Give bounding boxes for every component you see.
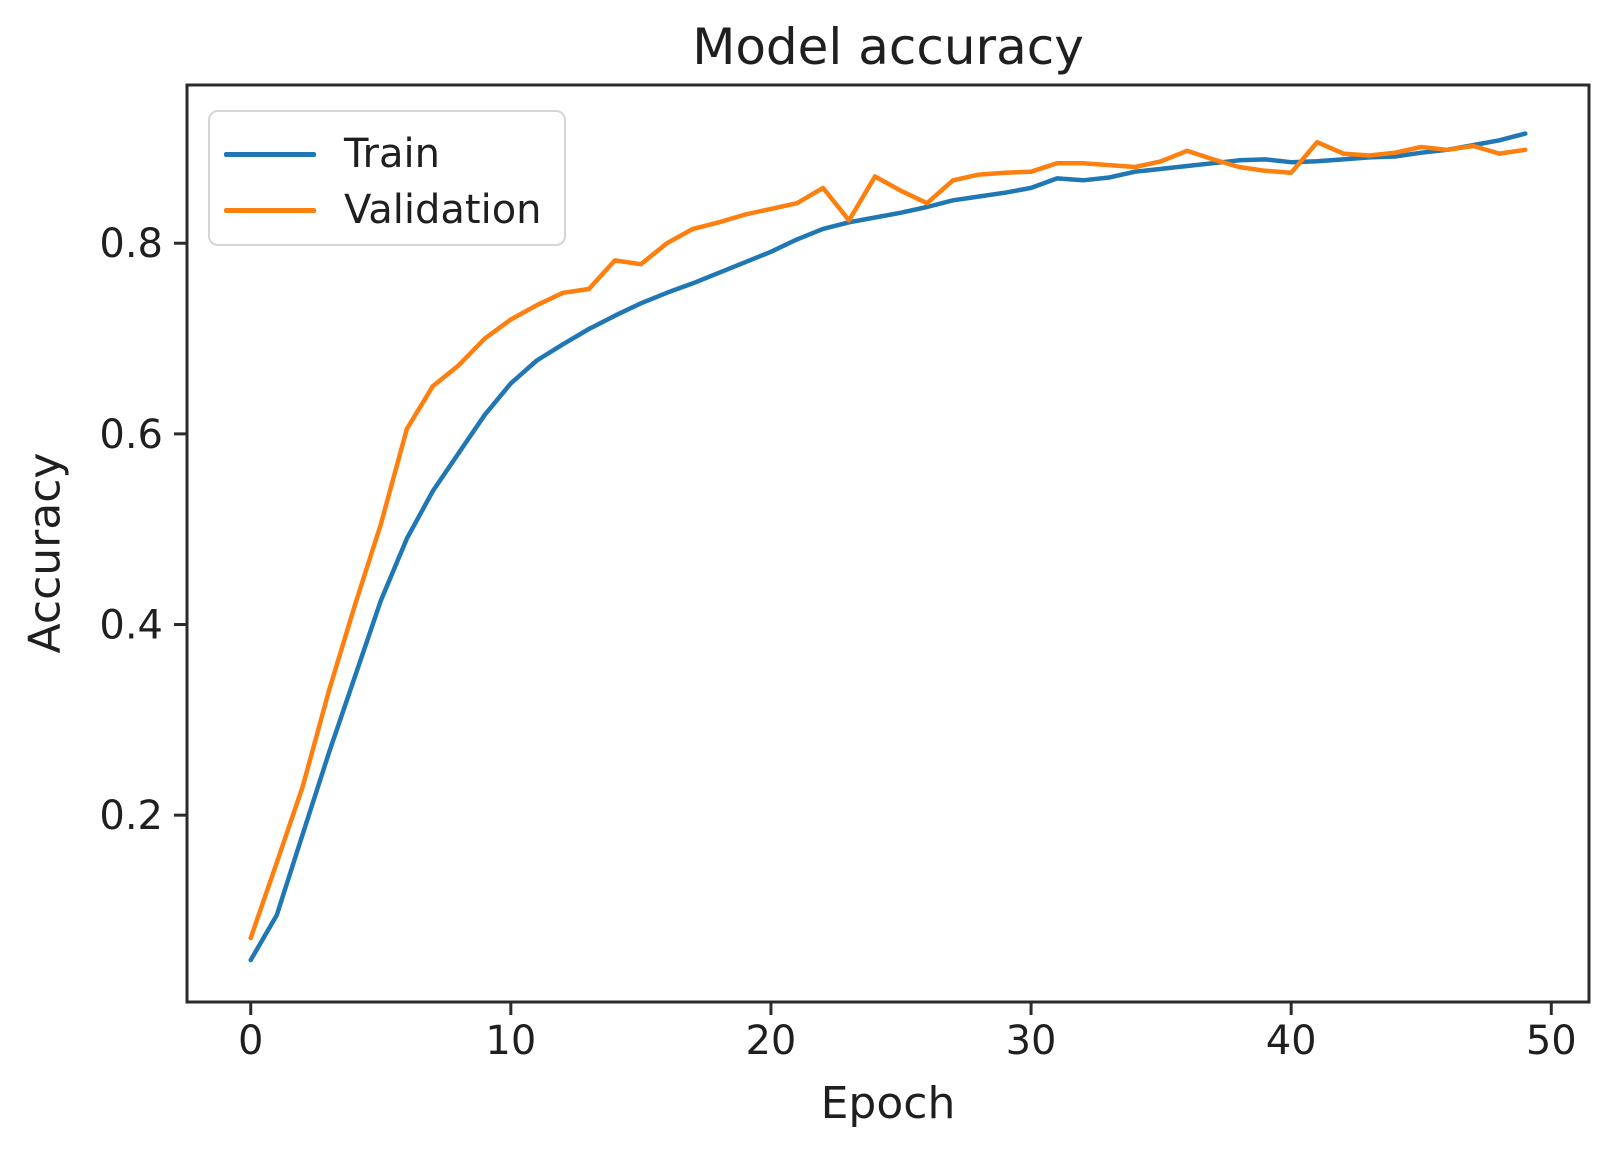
validation-line-swatch (224, 207, 316, 213)
x-axis-label: Epoch (820, 1078, 956, 1129)
legend-entry-train: Train (224, 126, 564, 182)
x-tick-label: 30 (1006, 1018, 1057, 1064)
y-tick-label: 0.4 (99, 603, 163, 649)
y-tick-label: 0.6 (99, 412, 163, 458)
y-tick-label: 0.8 (99, 221, 163, 267)
validation-line (248, 139, 1528, 941)
train-line-swatch (224, 151, 316, 157)
x-tick-label: 40 (1266, 1018, 1317, 1064)
axes-spines (185, 83, 1591, 1004)
train-line (248, 131, 1528, 963)
x-tick-label: 0 (238, 1018, 263, 1064)
y-axis-label: Accuracy (19, 452, 71, 654)
y-tick-label: 0.2 (99, 793, 163, 839)
x-tick-label: 10 (485, 1018, 536, 1064)
x-tick-label: 20 (745, 1018, 796, 1064)
legend-entry-validation: Validation (224, 182, 564, 238)
legend-label-train: Train (344, 131, 440, 177)
x-tick-label: 50 (1526, 1018, 1577, 1064)
legend-label-validation: Validation (344, 187, 542, 233)
legend: Train Validation (208, 110, 566, 246)
chart-title: Model accuracy (692, 18, 1084, 76)
